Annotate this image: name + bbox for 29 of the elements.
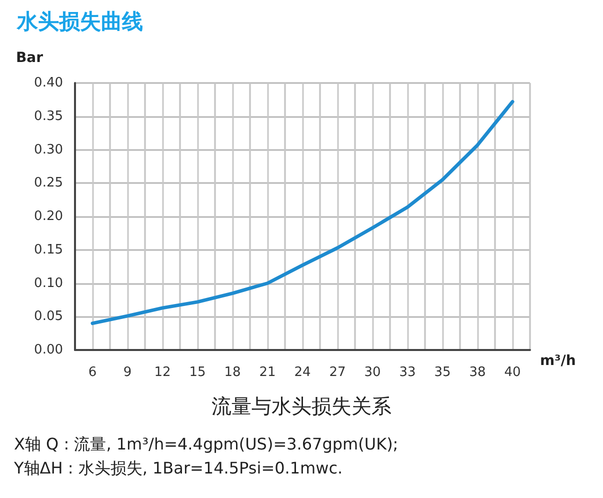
y-tick-label: 0.00	[34, 342, 63, 358]
x-axis-title: m³/h	[540, 353, 576, 369]
x-tick-label: 38	[469, 365, 486, 380]
x-tick-label: 15	[189, 365, 206, 380]
x-tick-label: 18	[224, 365, 241, 380]
y-tick-label: 0.20	[34, 209, 63, 224]
y-tick-label: 0.15	[34, 242, 63, 258]
x-tick-label: 33	[399, 365, 416, 380]
x-tick-label: 24	[294, 365, 311, 380]
y-tick-label: 0.25	[34, 176, 63, 191]
x-tick-label: 21	[259, 365, 276, 380]
y-axis-title: Bar	[16, 50, 44, 66]
x-tick-label: 6	[88, 365, 97, 380]
line-series	[90, 100, 514, 326]
x-tick-label: 40	[504, 365, 521, 380]
x-tick-label: 12	[154, 365, 171, 380]
y-tick-label: 0.30	[34, 142, 63, 158]
y-tick-label: 0.35	[34, 108, 63, 124]
text: Y轴ΔH : 水头损失, 1Bar=14.5Psi=0.1mwc.	[13, 458, 343, 478]
y-tick-label: 0.40	[34, 76, 63, 90]
x-tick-label: 9	[123, 365, 132, 380]
text: 流量与水头损失关系	[212, 394, 392, 418]
y-tick-label: 0.05	[34, 309, 63, 324]
x-tick-label: 35	[434, 365, 451, 380]
x-tick-label: 30	[364, 365, 381, 380]
chart-title: 水头损失曲线	[16, 10, 143, 34]
text: X轴 Q : 流量, 1m³/h=4.4gpm(US)=3.67gpm(UK);	[14, 434, 398, 454]
x-tick-label: 27	[329, 365, 346, 380]
y-tick-label: 0.10	[34, 276, 63, 291]
